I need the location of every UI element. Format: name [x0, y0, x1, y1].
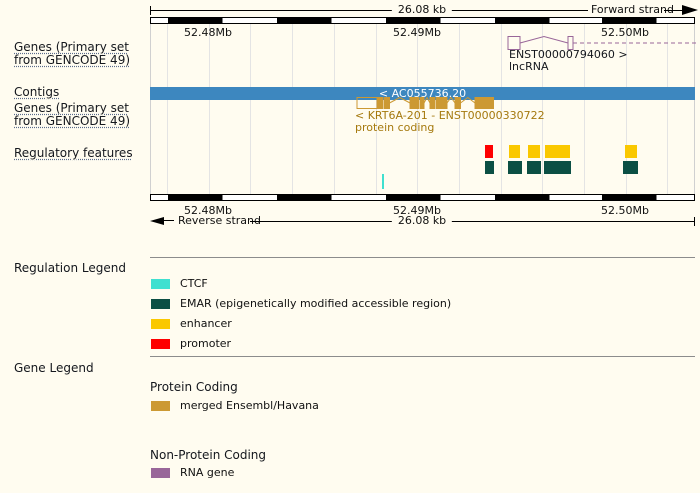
enhancer-swatch: [151, 319, 170, 329]
gridline: [501, 24, 502, 194]
non-protein-coding-heading: Non-Protein Coding: [150, 448, 267, 462]
lncrna-transcript-biotype: lncRNA: [509, 60, 549, 73]
enhancer-feature[interactable]: [625, 145, 637, 158]
exon-box[interactable]: [474, 97, 491, 109]
rna-gene-label: RNA gene: [180, 466, 235, 479]
exon-box[interactable]: [420, 97, 425, 109]
intron-line: [446, 96, 456, 104]
track-label-genes-reverse[interactable]: Genes (Primary set from GENCODE 49): [14, 102, 130, 128]
gene-legend-title: Gene Legend: [14, 361, 94, 375]
protein-transcript-biotype: protein coding: [355, 121, 435, 134]
merged-ensembl-havana-swatch: [151, 401, 170, 411]
enhancer-feature[interactable]: [545, 145, 570, 158]
merged-ensembl-havana-label: merged Ensembl/Havana: [180, 399, 319, 412]
exon-box[interactable]: [442, 97, 448, 109]
track-label-contigs[interactable]: Contigs: [14, 85, 60, 99]
promoter-swatch: [151, 339, 170, 349]
reverse-ruler-line: [250, 221, 694, 222]
gridline: [334, 24, 335, 194]
promoter-legend-label: promoter: [180, 337, 232, 350]
rna-gene-swatch: [151, 468, 170, 478]
exon-box[interactable]: [454, 97, 461, 109]
lncrna-transcript-id: ENST00000794060 >: [509, 48, 628, 61]
intron-line: [519, 35, 569, 44]
ctcf-legend-label: CTCF: [180, 277, 208, 290]
forward-ruler-line: [150, 10, 588, 11]
enhancer-feature[interactable]: [528, 145, 540, 158]
exon-box[interactable]: [356, 97, 378, 109]
reverse-strand-label: Reverse strand: [178, 214, 261, 227]
reverse-strand-arrow-icon: [150, 217, 164, 225]
lncrna-transcript-glyph[interactable]: [0, 35, 700, 51]
mb-label-top-2: 52.49Mb: [393, 26, 441, 39]
emar-feature[interactable]: [508, 161, 522, 174]
scale-checker-bar-bottom: [150, 194, 695, 201]
gridline: [584, 24, 585, 194]
emar-swatch: [151, 299, 170, 309]
ctcf-feature[interactable]: [382, 174, 384, 189]
track-label-genes-forward-line2: from GENCODE 49): [14, 53, 131, 67]
track-label-regulatory-features[interactable]: Regulatory features: [14, 146, 133, 160]
gridline: [250, 24, 251, 194]
exon-box[interactable]: [490, 97, 494, 109]
emar-feature[interactable]: [485, 161, 494, 174]
promoter-feature[interactable]: [485, 145, 493, 158]
gridline: [150, 24, 151, 194]
track-label-genes-forward-line1: Genes (Primary set: [14, 40, 129, 54]
legend-divider-top: [150, 257, 695, 258]
ctcf-swatch: [151, 279, 170, 289]
intron-line: [423, 96, 431, 104]
protein-transcript-id: < KRT6A-201 - ENST00000330722: [355, 109, 545, 122]
mb-label-bottom-1: 52.48Mb: [184, 204, 232, 217]
mb-label-top-1: 52.48Mb: [184, 26, 232, 39]
emar-feature[interactable]: [527, 161, 541, 174]
enhancer-feature[interactable]: [509, 145, 520, 158]
track-label-genes-reverse-line2: from GENCODE 49): [14, 114, 131, 128]
gridline: [626, 24, 627, 194]
track-label-genes-reverse-line1: Genes (Primary set: [14, 101, 129, 115]
exon-box[interactable]: [429, 97, 436, 109]
exon-box[interactable]: [409, 97, 420, 109]
protein-transcript-glyph[interactable]: [0, 96, 700, 110]
forward-strand-arrow-icon: [682, 5, 698, 15]
mb-label-top-3: 52.50Mb: [601, 26, 649, 39]
scale-checker-bar-top: [150, 17, 695, 24]
enhancer-legend-label: enhancer: [180, 317, 232, 330]
protein-transcript-label[interactable]: < KRT6A-201 - ENST00000330722 protein co…: [355, 110, 545, 134]
forward-arrow-tail: [664, 10, 684, 11]
intron-line: [389, 96, 411, 104]
legend-divider-middle: [150, 356, 695, 357]
exon-box[interactable]: [384, 97, 390, 109]
intron-line: [460, 96, 476, 104]
reverse-arrow-tail: [162, 220, 174, 221]
contig-bar[interactable]: < AC055736.20: [150, 87, 695, 100]
track-label-genes-forward[interactable]: Genes (Primary set from GENCODE 49): [14, 41, 130, 67]
gridline: [542, 24, 543, 194]
gridline: [667, 24, 668, 194]
scale-length-label-top: 26.08 kb: [391, 3, 453, 16]
emar-feature[interactable]: [623, 161, 638, 174]
gridline: [694, 24, 695, 194]
protein-coding-heading: Protein Coding: [150, 380, 238, 394]
scale-length-label-bottom: 26.08 kb: [391, 214, 453, 227]
gridline: [209, 24, 210, 194]
emar-feature[interactable]: [544, 161, 571, 174]
gridline: [167, 24, 168, 194]
lncrna-transcript-label[interactable]: ENST00000794060 > lncRNA: [509, 49, 628, 73]
mb-label-bottom-2: 52.49Mb: [393, 204, 441, 217]
ruler-end-tick: [694, 217, 695, 226]
mb-label-bottom-3: 52.50Mb: [601, 204, 649, 217]
forward-strand-label: Forward strand: [591, 3, 674, 16]
gridline: [292, 24, 293, 194]
emar-legend-label: EMAR (epigenetically modified accessible…: [180, 297, 452, 310]
exon-box[interactable]: [436, 97, 442, 109]
contig-name: < AC055736.20: [378, 87, 467, 100]
exon-box[interactable]: [377, 97, 384, 109]
regulation-legend-title: Regulation Legend: [14, 261, 126, 275]
